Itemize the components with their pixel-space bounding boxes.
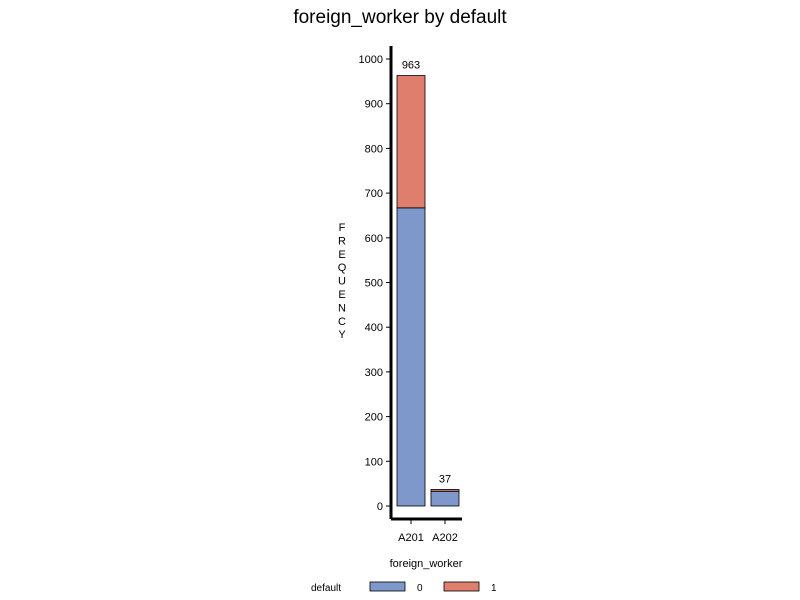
x-tick-label: A202 — [432, 532, 458, 544]
y-tick-label: 500 — [365, 278, 383, 290]
bar-A202-series-1 — [430, 489, 460, 492]
x-tick-label: A201 — [398, 532, 424, 544]
legend-title: default — [311, 583, 341, 594]
chart-title: foreign_worker by default — [293, 7, 507, 28]
y-axis-label-letter: R — [338, 235, 346, 247]
bars — [396, 75, 460, 507]
bar-total-label: 963 — [402, 60, 420, 72]
bar-A201-series-0 — [396, 207, 426, 507]
legend: default 0 1 — [311, 581, 497, 594]
bar-total-label: 37 — [439, 473, 451, 485]
y-axis-ticks: 0 100 200 300 400 500 600 700 800 900 1000 — [359, 54, 391, 513]
bar-A201-series-1 — [396, 75, 426, 209]
y-axis-label-letter: Y — [338, 329, 346, 341]
y-tick-label: 300 — [365, 367, 383, 379]
x-axis-title: foreign_worker — [390, 558, 463, 570]
y-axis-label-letter: Q — [338, 262, 347, 274]
bar-A202-series-0 — [430, 490, 460, 507]
y-axis-label-letter: F — [339, 222, 346, 234]
y-axis-label-letter: U — [338, 276, 346, 288]
x-axis-ticks: A201 A202 — [398, 519, 458, 544]
legend-label-0: 0 — [417, 583, 423, 594]
legend-label-1: 1 — [491, 583, 497, 594]
bar-total-labels: 963 37 — [402, 60, 451, 486]
y-tick-label: 1000 — [359, 54, 383, 66]
y-axis-label-letter: C — [338, 316, 346, 328]
y-tick-label: 100 — [365, 456, 383, 468]
y-axis-label-letter: E — [338, 289, 345, 301]
y-tick-label: 600 — [365, 233, 383, 245]
y-tick-label: 0 — [377, 501, 383, 513]
y-tick-label: 700 — [365, 188, 383, 200]
y-axis-label-letter: E — [338, 249, 345, 261]
y-tick-label: 200 — [365, 412, 383, 424]
y-tick-label: 900 — [365, 99, 383, 111]
legend-swatch-1 — [443, 581, 480, 592]
y-tick-label: 800 — [365, 143, 383, 155]
legend-swatch-0 — [369, 581, 406, 592]
y-tick-label: 400 — [365, 322, 383, 334]
y-axis-label-letter: N — [338, 302, 346, 314]
